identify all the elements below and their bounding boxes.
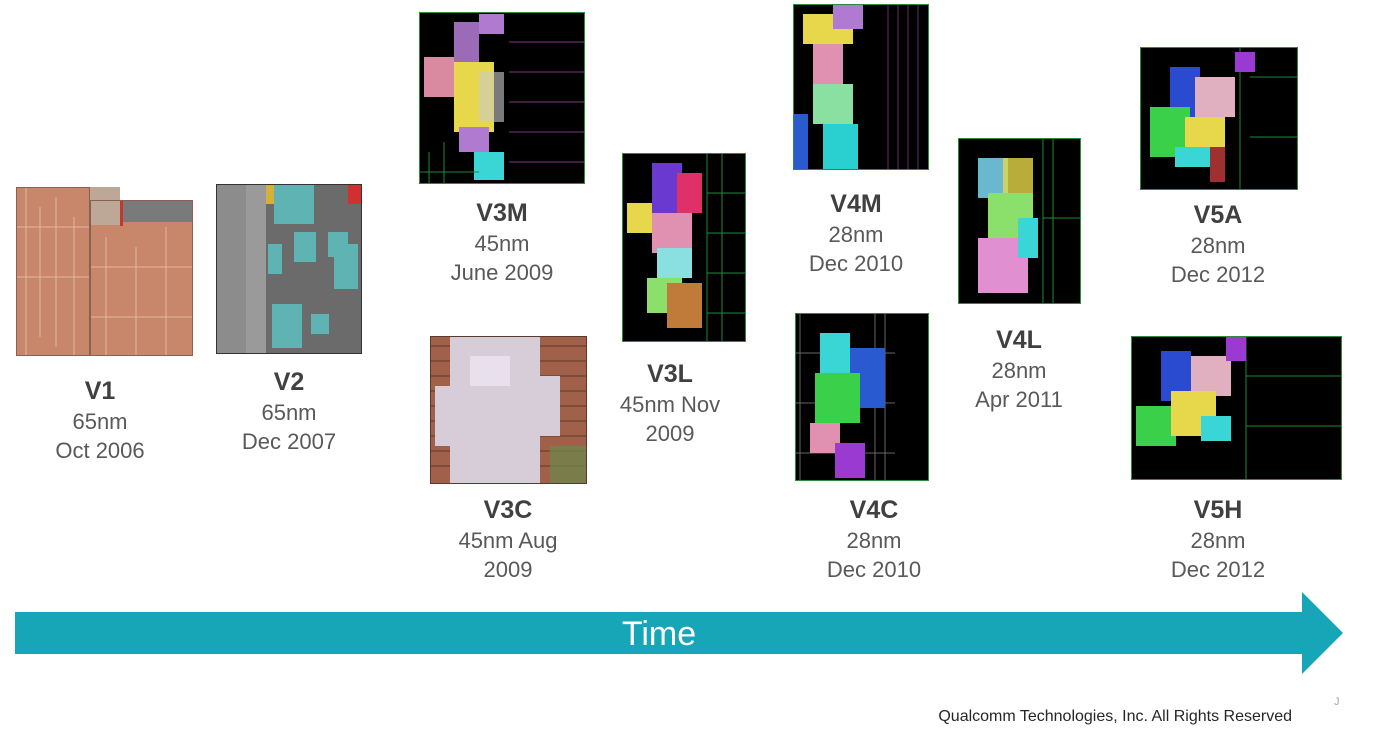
caption-v4l: V4L 28nm Apr 2011	[935, 325, 1103, 414]
release-date: June 2009	[450, 260, 554, 285]
release-date: Oct 2006	[55, 438, 145, 463]
release-date: Apr 2011	[975, 387, 1063, 412]
release-date: 2009	[645, 421, 695, 446]
caption-v5h: V5H 28nm Dec 2012	[1134, 495, 1302, 584]
time-arrow-shape	[15, 592, 1343, 674]
die-image-v4l	[958, 138, 1081, 304]
generation-name: V5A	[1193, 201, 1243, 229]
caption-v4c: V4C 28nm Dec 2010	[790, 495, 958, 584]
caption-v3c: V3C 45nm Aug 2009	[424, 495, 592, 584]
caption-v4m: V4M 28nm Dec 2010	[772, 189, 940, 278]
caption-v1: V1 65nm Oct 2006	[16, 376, 184, 465]
die-image-v5a	[1140, 47, 1298, 190]
release-date: Dec 2010	[826, 557, 922, 582]
die-image-v4m	[793, 4, 929, 170]
die-image-v3l	[622, 153, 746, 342]
generation-name: V5H	[1193, 496, 1243, 524]
process-node: 45nm Aug	[458, 528, 558, 553]
die-image-v4c	[795, 313, 929, 481]
release-date: 2009	[483, 557, 533, 582]
release-date: Dec 2012	[1170, 557, 1266, 582]
generation-name: V4L	[996, 326, 1042, 354]
generation-name: V4C	[849, 496, 899, 524]
process-node: 28nm	[846, 528, 902, 553]
process-node: 28nm	[991, 358, 1047, 383]
die-image-v1	[16, 187, 193, 356]
time-label: Time	[621, 615, 697, 653]
process-node: 28nm	[828, 222, 884, 247]
generation-name: V3L	[647, 360, 693, 388]
die-image-v3c	[430, 336, 587, 484]
process-node: 65nm	[72, 409, 128, 434]
caption-v2: V2 65nm Dec 2007	[205, 367, 373, 456]
die-image-v3m	[419, 12, 585, 184]
process-node: 28nm	[1190, 528, 1246, 553]
release-date: Dec 2007	[241, 429, 337, 454]
caption-v3l: V3L 45nm Nov 2009	[586, 359, 754, 448]
die-image-v2	[216, 184, 362, 354]
process-node: 45nm Nov	[619, 392, 721, 417]
caption-v5a: V5A 28nm Dec 2012	[1134, 200, 1302, 289]
generation-name: V3C	[483, 496, 533, 524]
process-node: 45nm	[474, 231, 530, 256]
generation-name: V1	[84, 377, 116, 405]
page-mark: J	[1334, 696, 1340, 708]
copyright-footer: Qualcomm Technologies, Inc. All Rights R…	[938, 708, 1292, 725]
release-date: Dec 2010	[808, 251, 904, 276]
die-image-v5h	[1131, 336, 1342, 480]
generation-name: V2	[273, 368, 305, 396]
time-arrow	[15, 592, 1343, 674]
generation-name: V4M	[830, 190, 882, 218]
caption-v3m: V3M 45nm June 2009	[418, 198, 586, 287]
release-date: Dec 2012	[1170, 262, 1266, 287]
process-node: 28nm	[1190, 233, 1246, 258]
generation-name: V3M	[476, 199, 528, 227]
process-node: 65nm	[261, 400, 317, 425]
